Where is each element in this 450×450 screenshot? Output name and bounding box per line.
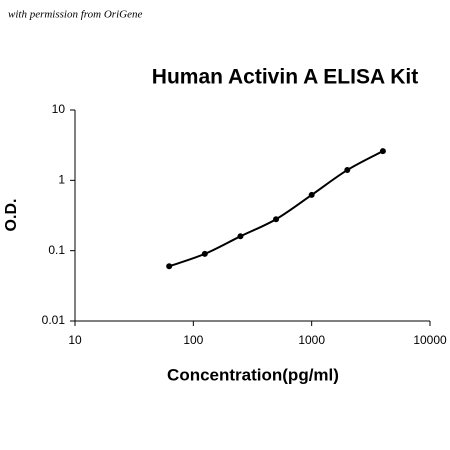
x-tick-label: 1000: [298, 333, 325, 347]
x-tick-label: 100: [183, 333, 203, 347]
y-tick-label: 1: [58, 173, 65, 187]
point: [344, 167, 351, 174]
x-tick-label: 10000: [413, 333, 447, 347]
y-tick-label: 10: [52, 102, 66, 116]
x-axis-label: Concentration(pg/ml): [167, 365, 339, 384]
x-tick-label: 10: [68, 333, 82, 347]
y-axis-label: O.D.: [3, 199, 20, 232]
chart-title: Human Activin A ELISA Kit: [152, 66, 418, 89]
point: [237, 233, 244, 240]
point: [166, 263, 173, 270]
point: [273, 216, 280, 223]
point: [308, 191, 315, 198]
series-line: [168, 150, 384, 268]
y-tick-label: 0.01: [42, 313, 66, 327]
point: [201, 250, 208, 257]
y-tick-label: 0.1: [48, 243, 65, 257]
watermark: with permission from OriGene: [8, 9, 142, 21]
point: [379, 148, 386, 155]
